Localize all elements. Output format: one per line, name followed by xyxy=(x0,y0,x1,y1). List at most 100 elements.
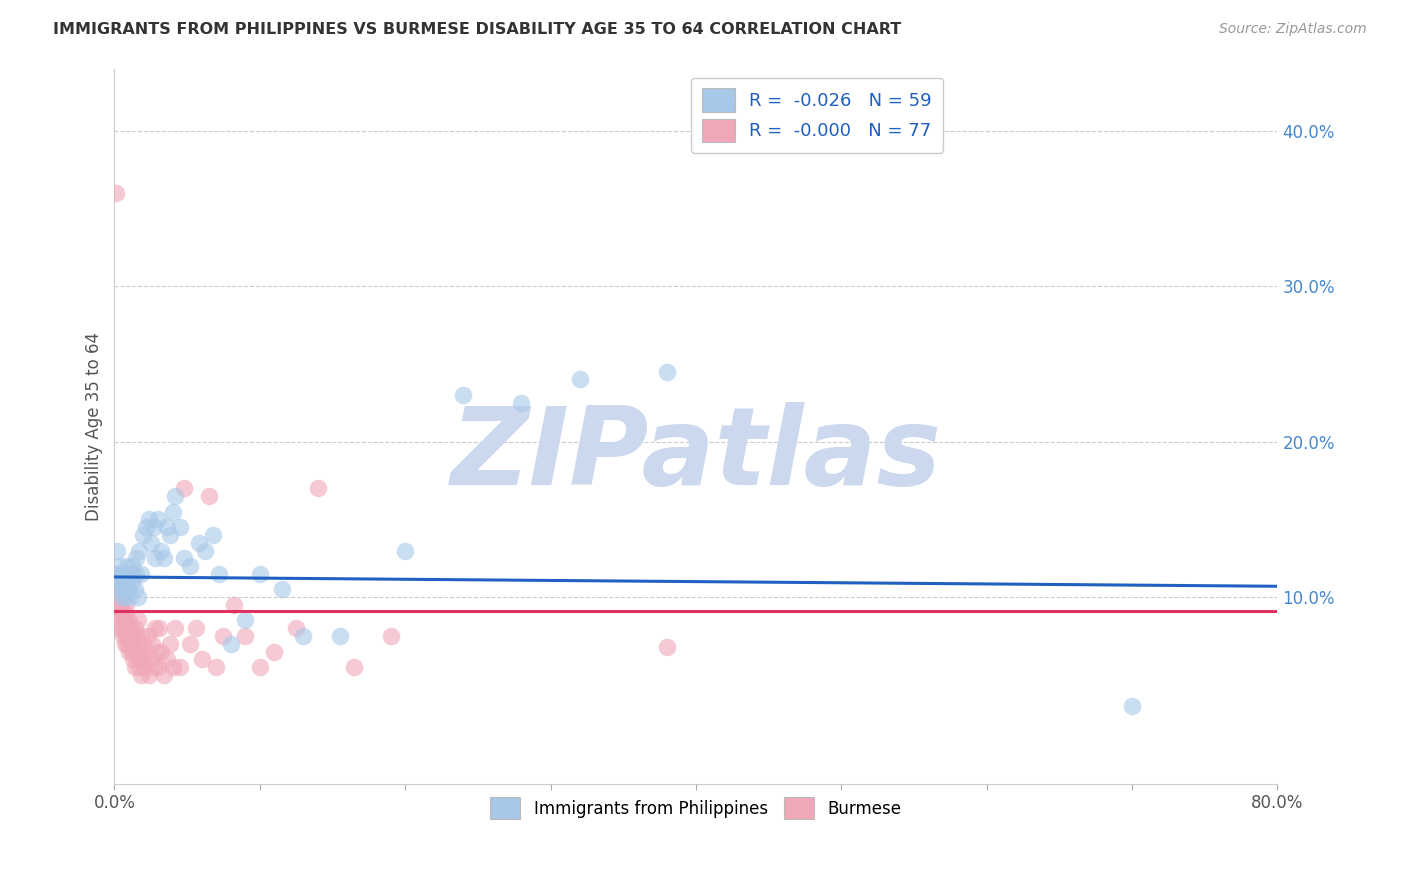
Point xyxy=(117,637,139,651)
Point xyxy=(165,489,187,503)
Point xyxy=(162,505,184,519)
Point xyxy=(107,559,129,574)
Point xyxy=(114,606,136,620)
Point xyxy=(125,566,148,581)
Point xyxy=(568,372,591,386)
Point xyxy=(118,566,141,581)
Point xyxy=(121,559,143,574)
Point xyxy=(110,582,132,597)
Point xyxy=(138,668,160,682)
Point xyxy=(165,621,187,635)
Point xyxy=(655,640,678,654)
Point xyxy=(115,582,138,597)
Point xyxy=(233,629,256,643)
Point xyxy=(138,512,160,526)
Point xyxy=(394,543,416,558)
Point xyxy=(153,668,176,682)
Point xyxy=(112,629,135,643)
Point xyxy=(179,637,201,651)
Point xyxy=(115,566,138,581)
Point xyxy=(205,660,228,674)
Point xyxy=(125,629,148,643)
Point xyxy=(285,621,308,635)
Point xyxy=(121,629,143,643)
Text: IMMIGRANTS FROM PHILIPPINES VS BURMESE DISABILITY AGE 35 TO 64 CORRELATION CHART: IMMIGRANTS FROM PHILIPPINES VS BURMESE D… xyxy=(53,22,901,37)
Point xyxy=(112,566,135,581)
Point xyxy=(114,590,136,604)
Point xyxy=(128,543,150,558)
Point xyxy=(121,574,143,589)
Point xyxy=(159,528,181,542)
Point xyxy=(112,606,135,620)
Point xyxy=(136,629,159,643)
Legend: Immigrants from Philippines, Burmese: Immigrants from Philippines, Burmese xyxy=(484,790,908,825)
Point xyxy=(124,621,146,635)
Point xyxy=(111,590,134,604)
Point xyxy=(111,621,134,635)
Point xyxy=(329,629,352,643)
Point xyxy=(134,660,156,674)
Point xyxy=(105,543,128,558)
Point xyxy=(270,582,292,597)
Point xyxy=(127,590,149,604)
Point xyxy=(141,637,163,651)
Point xyxy=(118,644,141,658)
Point xyxy=(212,629,235,643)
Point xyxy=(129,668,152,682)
Point xyxy=(117,574,139,589)
Point xyxy=(156,652,179,666)
Point xyxy=(149,543,172,558)
Point xyxy=(127,614,149,628)
Point xyxy=(107,590,129,604)
Point xyxy=(129,566,152,581)
Point xyxy=(124,660,146,674)
Point xyxy=(156,520,179,534)
Point xyxy=(173,551,195,566)
Point xyxy=(122,637,145,651)
Point xyxy=(117,559,139,574)
Point xyxy=(125,551,148,566)
Point xyxy=(112,582,135,597)
Point xyxy=(120,621,142,635)
Point xyxy=(233,614,256,628)
Point xyxy=(117,621,139,635)
Point xyxy=(111,590,134,604)
Point xyxy=(142,660,165,674)
Point xyxy=(115,614,138,628)
Point xyxy=(107,574,129,589)
Point xyxy=(292,629,315,643)
Point xyxy=(122,652,145,666)
Point xyxy=(263,644,285,658)
Point xyxy=(307,481,329,495)
Point xyxy=(510,396,533,410)
Point xyxy=(169,660,191,674)
Point xyxy=(1121,698,1143,713)
Point xyxy=(135,644,157,658)
Point xyxy=(105,582,128,597)
Point xyxy=(222,598,245,612)
Point xyxy=(219,637,242,651)
Point xyxy=(110,598,132,612)
Point xyxy=(127,652,149,666)
Point xyxy=(146,660,169,674)
Point xyxy=(149,644,172,658)
Point xyxy=(128,660,150,674)
Point xyxy=(121,644,143,658)
Point xyxy=(120,637,142,651)
Point xyxy=(125,644,148,658)
Point xyxy=(107,621,129,635)
Point xyxy=(131,652,153,666)
Point xyxy=(380,629,402,643)
Point xyxy=(111,606,134,620)
Point xyxy=(124,582,146,597)
Point xyxy=(107,606,129,620)
Point xyxy=(115,629,138,643)
Point xyxy=(104,566,127,581)
Point xyxy=(146,512,169,526)
Point xyxy=(187,535,209,549)
Point xyxy=(249,566,271,581)
Point xyxy=(111,574,134,589)
Point xyxy=(162,660,184,674)
Point xyxy=(173,481,195,495)
Point xyxy=(148,621,170,635)
